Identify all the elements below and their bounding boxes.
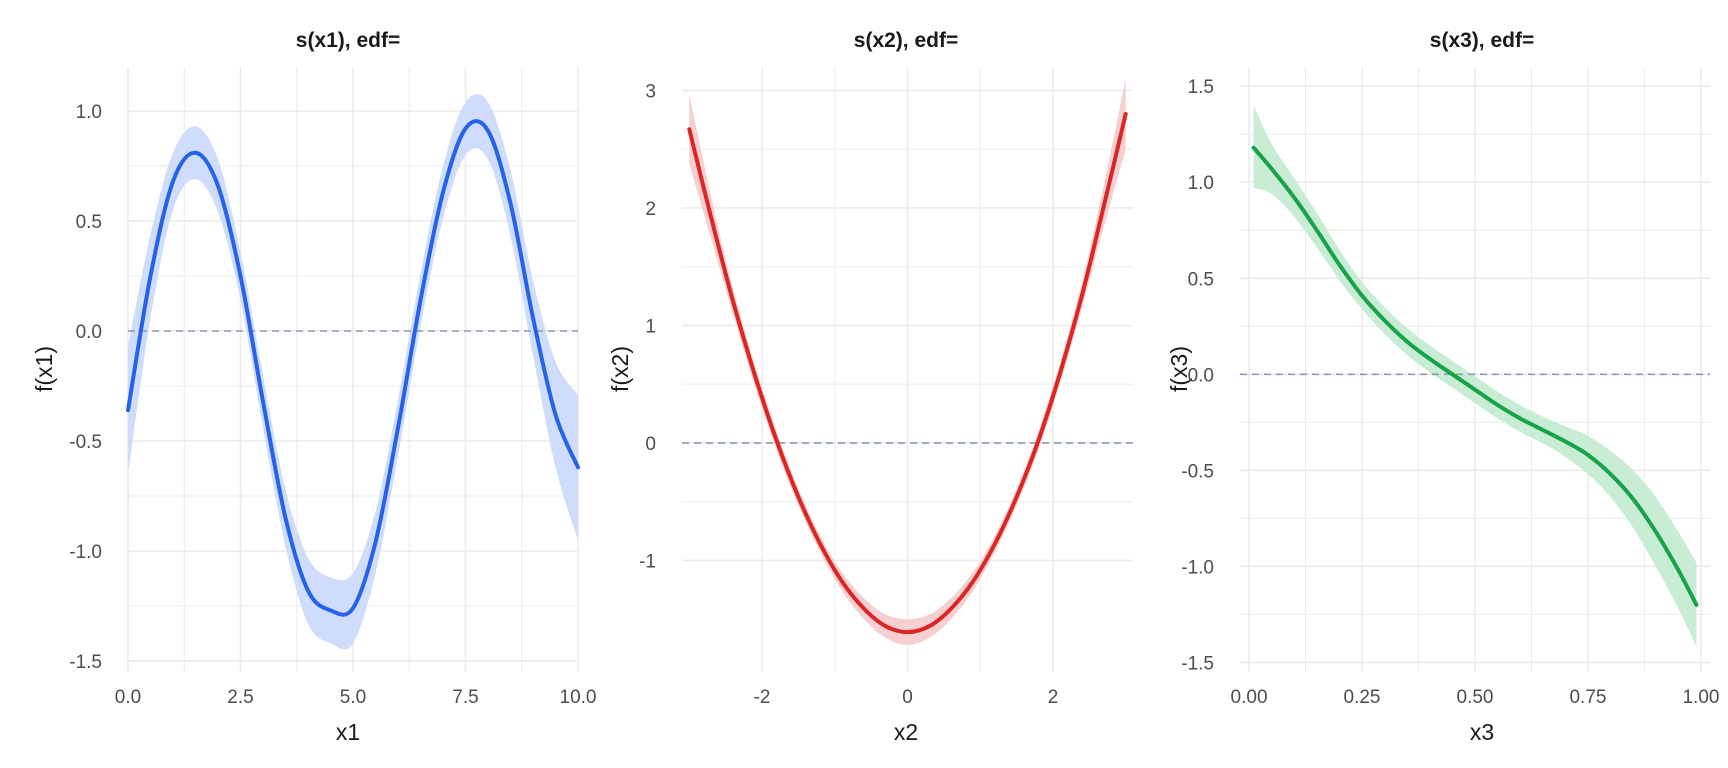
y-axis-title: f(x1) [31, 346, 57, 392]
y-tick-label: 0.0 [76, 322, 102, 343]
y-tick-label: 0.0 [1188, 365, 1214, 386]
panel-s-x1: s(x1), edf= x1 f(x1) 0.0 2.5 5.0 7.5 10.0 -1.… [31, 29, 596, 745]
y-tick-label: 1.5 [1188, 77, 1214, 98]
x-axis-title: x1 [336, 719, 360, 745]
x-tick-label: 1.00 [1682, 687, 1719, 708]
y-axis-title: f(x3) [1166, 346, 1192, 392]
x-tick-label: 0.50 [1457, 687, 1494, 708]
smooth-line [126, 119, 580, 617]
y-tick-label: -1.5 [69, 652, 102, 673]
y-tick-label: 0 [645, 434, 656, 455]
x-tick-label: 0.0 [115, 687, 141, 708]
y-tick-label: 1 [645, 316, 656, 337]
confidence-band [689, 78, 1126, 645]
y-axis-title: f(x2) [607, 346, 633, 392]
y-tick-label: -1.0 [69, 542, 102, 563]
confidence-band [1253, 105, 1697, 647]
panel-s-x3: s(x3), edf= x3 f(x3) 0.00 0.25 0.50 0.75 1.0… [1166, 29, 1719, 745]
x-tick-label: 2 [1048, 687, 1059, 708]
x-axis-title: x3 [1470, 719, 1494, 745]
panel-title: s(x1), edf= [296, 29, 400, 52]
grid [682, 67, 1133, 672]
x-tick-label: 5.0 [340, 687, 366, 708]
x-axis-title: x2 [894, 719, 918, 745]
y-tick-label: -1.5 [1181, 653, 1214, 674]
y-tick-label: 2 [645, 199, 656, 220]
panel-title: s(x3), edf= [1430, 29, 1534, 52]
y-tick-label: -1 [639, 551, 656, 572]
panel-title: s(x2), edf= [854, 29, 958, 52]
y-tick-label: 3 [645, 81, 656, 102]
y-tick-label: 0.5 [76, 212, 102, 233]
x-tick-label: 10.0 [560, 687, 597, 708]
x-tick-label: 2.5 [227, 687, 253, 708]
x-tick-label: 0.00 [1231, 687, 1268, 708]
x-tick-label: -2 [754, 687, 771, 708]
x-tick-label: 7.5 [452, 687, 478, 708]
panel-s-x2: s(x2), edf= x2 f(x2) -2 0 2 -1 0 1 2 3 [607, 29, 1133, 745]
smooth-line [1251, 145, 1699, 607]
y-tick-label: 0.5 [1188, 269, 1214, 290]
x-tick-label: 0.75 [1569, 687, 1606, 708]
x-tick-label: 0.25 [1344, 687, 1381, 708]
y-tick-label: 1.0 [76, 102, 102, 123]
smooth-line [687, 112, 1128, 635]
y-tick-label: -0.5 [1181, 461, 1214, 482]
y-tick-label: -0.5 [69, 432, 102, 453]
y-tick-label: -1.0 [1181, 557, 1214, 578]
y-tick-label: 1.0 [1188, 173, 1214, 194]
x-tick-label: 0 [902, 687, 913, 708]
